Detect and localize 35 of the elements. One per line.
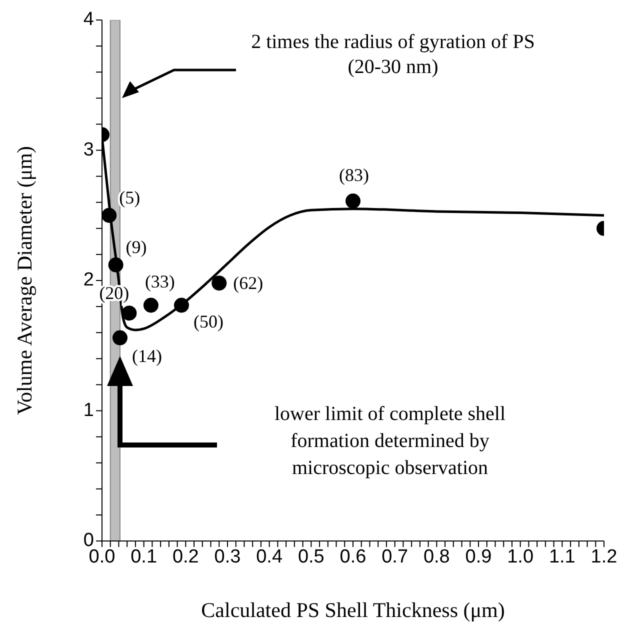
point: [143, 298, 158, 313]
annotation: (50): [193, 311, 224, 332]
x-tick-label: 1.1: [548, 546, 576, 568]
point: [174, 298, 189, 313]
x-tick-label: 1.0: [507, 546, 534, 568]
point: [122, 306, 137, 321]
point: [108, 257, 124, 272]
point: [112, 330, 128, 346]
x-tick-label: 0.6: [340, 546, 366, 568]
annotation: (9): [126, 236, 147, 257]
annotation: (5): [119, 188, 140, 208]
x-tick-label: 0.9: [465, 546, 492, 568]
x-tick-label: 0.2: [172, 546, 199, 568]
annotation: lower limit of complete shell formation determined by microscopic observation: [273, 402, 507, 481]
x-axis-title: Calculated PS Shell Thickness (μm): [201, 598, 505, 622]
y-tick-label: 2: [83, 270, 94, 291]
x-tick-label: 0.8: [423, 546, 450, 568]
y-axis-title: Volume Average Diameter (μm): [12, 146, 36, 415]
band-label: 2 times the radius of gyration of PS (20-30 nm): [250, 30, 536, 80]
y-tick-label: 3: [83, 139, 94, 160]
x-tick-label: 0.4: [256, 546, 283, 568]
point: [212, 276, 227, 291]
annotation: (83): [339, 165, 369, 186]
annotation: (33): [144, 271, 175, 292]
point: [102, 208, 117, 223]
x-tick-label: 0.3: [214, 546, 241, 568]
x-tick-label: 0.5: [298, 546, 324, 568]
x-tick-label: 1.2: [590, 546, 618, 568]
x-tick-label: 0.1: [130, 546, 158, 568]
y-tick-label: 1: [83, 400, 94, 421]
annotation: (14): [132, 346, 162, 366]
x-tick-label: 0.0: [88, 546, 116, 568]
y-tick-label: 4: [83, 9, 94, 30]
x-tick-label: 0.7: [382, 546, 408, 568]
annotation: (62): [233, 273, 264, 294]
